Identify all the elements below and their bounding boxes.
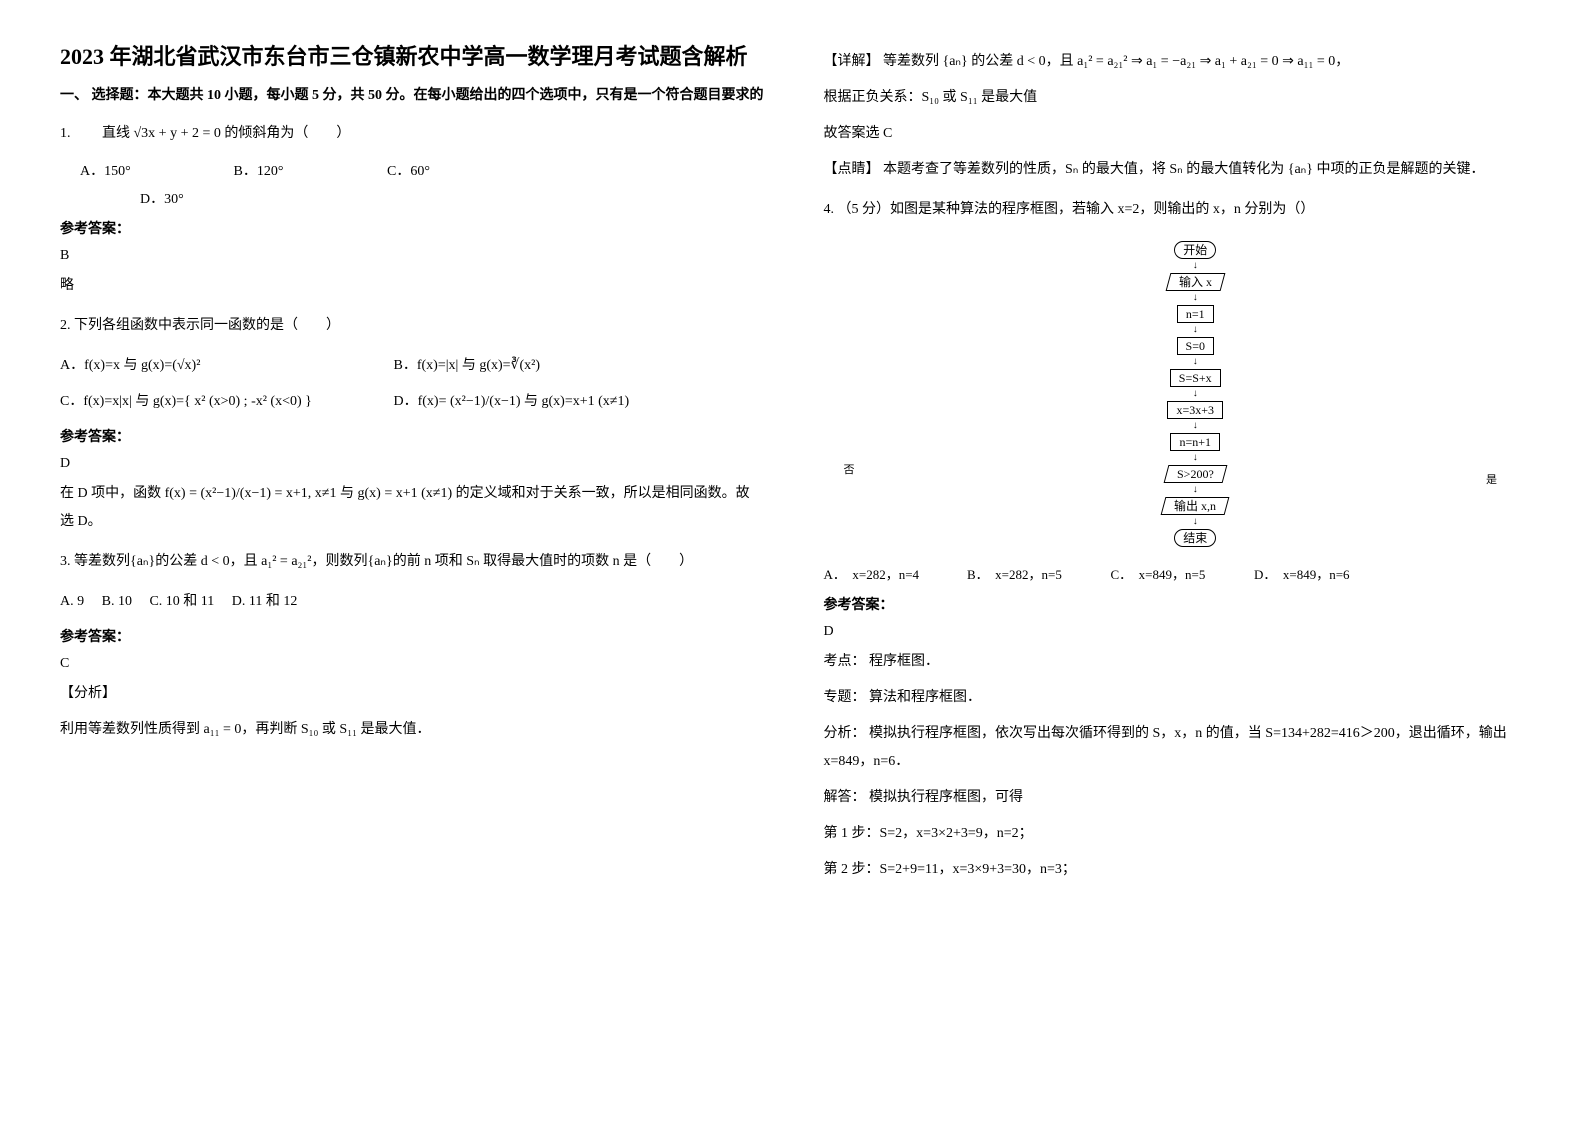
fc-start: 开始 bbox=[1174, 241, 1216, 259]
q3-num: 3. bbox=[60, 554, 71, 569]
q3-detail2: 根据正负关系：S₁₀ 或 S₁₁ 是最大值 bbox=[824, 84, 1528, 112]
q1-opt-c: C．60° bbox=[387, 160, 537, 180]
q2-opt-c: C．f(x)=x|x| 与 g(x)={ x² (x>0) ; -x² (x<0… bbox=[60, 388, 390, 416]
q4-kp-text: 程序框图． bbox=[869, 654, 939, 669]
q3-detail: 等差数列 {aₙ} 的公差 d < 0，且 a₁² = a₂₁² ⇒ a₁ = … bbox=[883, 54, 1349, 69]
q1-opt-b: B．120° bbox=[234, 160, 384, 180]
q2-opt-b: B．f(x)=|x| 与 g(x)=∛(x²) bbox=[394, 358, 541, 373]
q4-zt-text: 算法和程序框图． bbox=[869, 690, 981, 705]
arrow-icon: ↓ bbox=[864, 485, 1528, 495]
arrow-icon: ↓ bbox=[864, 421, 1528, 431]
question-3: 3. 等差数列{aₙ}的公差 d < 0，且 a₁² = a₂₁²，则数列{aₙ… bbox=[60, 548, 764, 576]
q4-options: A． x=282，n=4 B． x=282，n=5 C． x=849，n=5 D… bbox=[824, 564, 1528, 584]
q1-note: 略 bbox=[60, 272, 764, 300]
arrow-icon: ↓ bbox=[864, 293, 1528, 303]
arrow-icon: ↓ bbox=[864, 389, 1528, 399]
q4-step1: 第 1 步：S=2，x=3×2+3=9，n=2； bbox=[824, 820, 1528, 848]
q2-opt-a: A．f(x)=x 与 g(x)=(√x)² bbox=[60, 352, 390, 380]
q4-fx-label: 分析： bbox=[824, 726, 866, 741]
q3-detail-line1: 【详解】 等差数列 {aₙ} 的公差 d < 0，且 a₁² = a₂₁² ⇒ … bbox=[824, 48, 1528, 76]
q4-kp-label: 考点： bbox=[824, 654, 866, 669]
fc-output: 输出 x,n bbox=[1161, 497, 1230, 515]
q3-analysis: 利用等差数列性质得到 a₁₁ = 0，再判断 S₁₀ 或 S₁₁ 是最大值． bbox=[60, 716, 764, 744]
q4-opt-b: B． x=282，n=5 bbox=[967, 564, 1107, 583]
q2-answer: D bbox=[60, 456, 764, 472]
q3-analysis-label: 【分析】 bbox=[60, 680, 764, 708]
flowchart: 开始 ↓ 输入 x ↓ n=1 ↓ S=0 ↓ S=S+x ↓ x=3x+3 ↓… bbox=[864, 239, 1528, 549]
q2-num: 2. bbox=[60, 318, 71, 333]
question-1: 1. 直线 √3x + y + 2 = 0 的倾斜角为（ ） bbox=[60, 120, 764, 148]
q1-text: 直线 √3x + y + 2 = 0 的倾斜角为（ ） bbox=[102, 126, 350, 141]
q1-answer: B bbox=[60, 248, 764, 264]
fc-no: 否 bbox=[844, 465, 855, 476]
q4-answer: D bbox=[824, 624, 1528, 640]
q3-point-label: 【点睛】 bbox=[824, 162, 880, 177]
q2-text: 下列各组函数中表示同一函数的是（ ） bbox=[74, 318, 340, 333]
q4-jd: 解答： 模拟执行程序框图，可得 bbox=[824, 784, 1528, 812]
q3-opt-a: A. 9 bbox=[60, 594, 84, 609]
question-4: 4. （5 分）如图是某种算法的程序框图，若输入 x=2，则输出的 x，n 分别… bbox=[824, 196, 1528, 224]
q4-kp: 考点： 程序框图． bbox=[824, 648, 1528, 676]
q4-fx: 分析： 模拟执行程序框图，依次写出每次循环得到的 S，x，n 的值，当 S=13… bbox=[824, 720, 1528, 776]
q3-opt-d: D. 11 和 12 bbox=[232, 594, 298, 609]
fc-nn: n=n+1 bbox=[1170, 433, 1220, 451]
fc-yes: 是 bbox=[1486, 475, 1497, 486]
arrow-icon: ↓ bbox=[864, 453, 1528, 463]
q1-answer-label: 参考答案： bbox=[60, 218, 764, 238]
fc-cond: S>200? bbox=[1163, 465, 1227, 483]
q2-opt-d: D．f(x)= (x²−1)/(x−1) 与 g(x)=x+1 (x≠1) bbox=[394, 394, 630, 409]
q1-num: 1. bbox=[60, 126, 71, 141]
section-heading: 一、 选择题：本大题共 10 小题，每小题 5 分，共 50 分。在每小题给出的… bbox=[60, 83, 764, 108]
q4-opt-d: D． x=849，n=6 bbox=[1254, 564, 1394, 583]
arrow-icon: ↓ bbox=[864, 325, 1528, 335]
q4-num: 4. bbox=[824, 202, 835, 217]
q3-opt-b: B. 10 bbox=[102, 594, 132, 609]
fc-input: 输入 x bbox=[1165, 273, 1225, 291]
q3-options: A. 9 B. 10 C. 10 和 11 D. 11 和 12 bbox=[60, 588, 764, 616]
arrow-icon: ↓ bbox=[864, 357, 1528, 367]
q2-options-row2: C．f(x)=x|x| 与 g(x)={ x² (x>0) ; -x² (x<0… bbox=[60, 388, 764, 416]
q3-opt-c: C. 10 和 11 bbox=[149, 594, 214, 609]
fc-s0: S=0 bbox=[1177, 337, 1214, 355]
q4-zt-label: 专题： bbox=[824, 690, 866, 705]
q1-options-row2: D．30° bbox=[80, 188, 764, 208]
q3-answer-label: 参考答案： bbox=[60, 626, 764, 646]
q4-zt: 专题： 算法和程序框图． bbox=[824, 684, 1528, 712]
fc-n1: n=1 bbox=[1177, 305, 1214, 323]
q3-point: 本题考查了等差数列的性质，Sₙ 的最大值，将 Sₙ 的最大值转化为 {aₙ} 中… bbox=[883, 162, 1484, 177]
arrow-icon: ↓ bbox=[864, 517, 1528, 527]
q2-answer-label: 参考答案： bbox=[60, 426, 764, 446]
q1-opt-d: D．30° bbox=[140, 188, 290, 208]
q4-fx-text: 模拟执行程序框图，依次写出每次循环得到的 S，x，n 的值，当 S=134+28… bbox=[824, 726, 1507, 769]
q1-opt-a: A．150° bbox=[80, 160, 230, 180]
q3-text: 等差数列{aₙ}的公差 d < 0，且 a₁² = a₂₁²，则数列{aₙ}的前… bbox=[74, 554, 693, 569]
q1-options: A．150° B．120° C．60° bbox=[80, 160, 764, 180]
fc-ss: S=S+x bbox=[1170, 369, 1221, 387]
page-title: 2023 年湖北省武汉市东台市三仓镇新农中学高一数学理月考试题含解析 bbox=[60, 40, 764, 73]
q4-answer-label: 参考答案： bbox=[824, 594, 1528, 614]
fc-end: 结束 bbox=[1174, 529, 1216, 547]
q4-jd-text: 模拟执行程序框图，可得 bbox=[869, 790, 1023, 805]
question-2: 2. 下列各组函数中表示同一函数的是（ ） bbox=[60, 312, 764, 340]
q2-detail: 在 D 项中，函数 f(x) = (x²−1)/(x−1) = x+1, x≠1… bbox=[60, 480, 764, 536]
q3-detail3: 故答案选 C bbox=[824, 120, 1528, 148]
q4-jd-label: 解答： bbox=[824, 790, 866, 805]
q4-opt-a: A． x=282，n=4 bbox=[824, 564, 964, 583]
fc-x3: x=3x+3 bbox=[1167, 401, 1223, 419]
q3-point-line: 【点睛】 本题考查了等差数列的性质，Sₙ 的最大值，将 Sₙ 的最大值转化为 {… bbox=[824, 156, 1528, 184]
q4-step2: 第 2 步：S=2+9=11，x=3×9+3=30，n=3； bbox=[824, 856, 1528, 884]
q2-options-row1: A．f(x)=x 与 g(x)=(√x)² B．f(x)=|x| 与 g(x)=… bbox=[60, 352, 764, 380]
arrow-icon: ↓ bbox=[864, 261, 1528, 271]
q3-answer: C bbox=[60, 656, 764, 672]
q4-text: （5 分）如图是某种算法的程序框图，若输入 x=2，则输出的 x，n 分别为（） bbox=[838, 202, 1315, 217]
q4-opt-c: C． x=849，n=5 bbox=[1111, 564, 1251, 583]
q3-detail-label: 【详解】 bbox=[824, 54, 880, 69]
